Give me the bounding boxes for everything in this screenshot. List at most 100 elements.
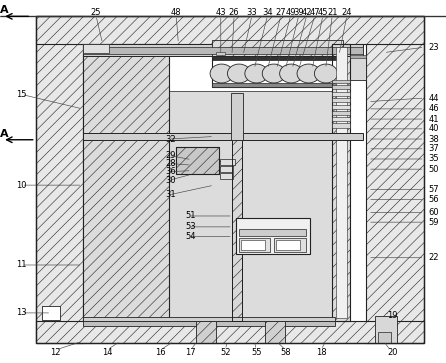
Text: 32: 32 <box>165 135 176 143</box>
Text: 24: 24 <box>342 8 352 17</box>
Bar <box>274 238 306 252</box>
Text: 39: 39 <box>293 8 304 17</box>
Bar <box>83 44 363 56</box>
Text: 51: 51 <box>185 212 196 220</box>
Bar <box>83 321 334 326</box>
Bar <box>220 173 233 179</box>
Bar <box>176 147 219 174</box>
Text: 15: 15 <box>16 90 26 99</box>
Bar <box>332 85 350 89</box>
Circle shape <box>297 64 320 83</box>
Text: 47: 47 <box>310 8 320 17</box>
Text: 13: 13 <box>16 309 26 317</box>
Text: 33: 33 <box>247 8 257 17</box>
Bar <box>212 56 343 60</box>
Text: 34: 34 <box>262 8 273 17</box>
Bar <box>36 16 83 343</box>
Bar <box>36 16 424 44</box>
Text: 42: 42 <box>301 8 312 17</box>
Bar <box>265 321 285 343</box>
Bar <box>196 321 216 343</box>
Bar <box>350 56 366 80</box>
Text: 36: 36 <box>165 167 176 176</box>
Text: 26: 26 <box>229 8 240 17</box>
Text: 56: 56 <box>428 195 439 204</box>
Bar <box>212 83 343 87</box>
Circle shape <box>280 64 303 83</box>
Bar <box>375 316 397 343</box>
Bar <box>83 44 169 321</box>
Bar <box>232 140 242 321</box>
Text: 18: 18 <box>316 348 326 356</box>
Text: 14: 14 <box>102 348 112 356</box>
Bar <box>332 44 350 321</box>
Bar <box>36 16 424 343</box>
Text: 35: 35 <box>428 155 439 163</box>
Text: 28: 28 <box>165 159 176 168</box>
Text: A: A <box>0 5 8 15</box>
Text: 53: 53 <box>185 223 196 231</box>
Bar <box>332 123 350 128</box>
Bar <box>332 92 350 96</box>
Bar <box>239 229 306 236</box>
Text: 59: 59 <box>428 218 439 227</box>
Bar <box>169 91 332 321</box>
Bar <box>176 147 219 174</box>
Bar <box>332 80 350 83</box>
Bar <box>332 98 350 102</box>
Text: 12: 12 <box>50 348 61 356</box>
Text: 25: 25 <box>91 8 101 17</box>
Text: 16: 16 <box>155 348 166 356</box>
Bar <box>220 159 235 165</box>
Bar <box>378 332 391 343</box>
Text: 10: 10 <box>16 181 26 189</box>
Text: 19: 19 <box>387 311 398 320</box>
Bar <box>220 166 233 172</box>
Bar <box>36 321 424 343</box>
Text: 54: 54 <box>185 232 196 241</box>
Bar <box>212 40 343 56</box>
Bar <box>241 240 265 250</box>
Bar <box>83 317 334 321</box>
Text: 11: 11 <box>16 261 26 269</box>
Text: 46: 46 <box>428 105 439 113</box>
Bar <box>276 240 300 250</box>
Text: 22: 22 <box>428 253 439 262</box>
Bar <box>239 238 270 252</box>
Text: 41: 41 <box>428 115 439 123</box>
Circle shape <box>227 64 251 83</box>
Bar <box>83 47 363 54</box>
Bar <box>169 91 332 321</box>
Text: 58: 58 <box>280 348 291 356</box>
Text: 27: 27 <box>276 8 286 17</box>
Circle shape <box>245 64 268 83</box>
Bar <box>332 105 350 109</box>
Text: 31: 31 <box>165 191 176 199</box>
Text: 20: 20 <box>387 348 398 356</box>
Bar <box>332 44 350 321</box>
Bar <box>216 52 225 55</box>
Text: 52: 52 <box>220 348 231 356</box>
Bar <box>332 111 350 115</box>
Text: 21: 21 <box>327 8 338 17</box>
Circle shape <box>210 64 233 83</box>
Circle shape <box>314 64 338 83</box>
Text: 49: 49 <box>285 8 296 17</box>
Text: 48: 48 <box>171 8 182 17</box>
Text: 40: 40 <box>428 125 439 133</box>
Text: 23: 23 <box>428 43 439 52</box>
Text: 29: 29 <box>165 151 176 160</box>
Text: 38: 38 <box>428 135 439 143</box>
Text: 45: 45 <box>318 8 328 17</box>
Text: 55: 55 <box>251 348 262 356</box>
Text: 57: 57 <box>428 185 439 194</box>
Circle shape <box>262 64 285 83</box>
Bar <box>231 93 243 140</box>
Bar <box>212 56 343 87</box>
Bar <box>83 133 363 140</box>
Text: 50: 50 <box>428 165 439 174</box>
Text: 43: 43 <box>215 8 226 17</box>
Text: 44: 44 <box>428 94 439 102</box>
Bar <box>42 306 60 320</box>
Text: 60: 60 <box>428 208 439 217</box>
